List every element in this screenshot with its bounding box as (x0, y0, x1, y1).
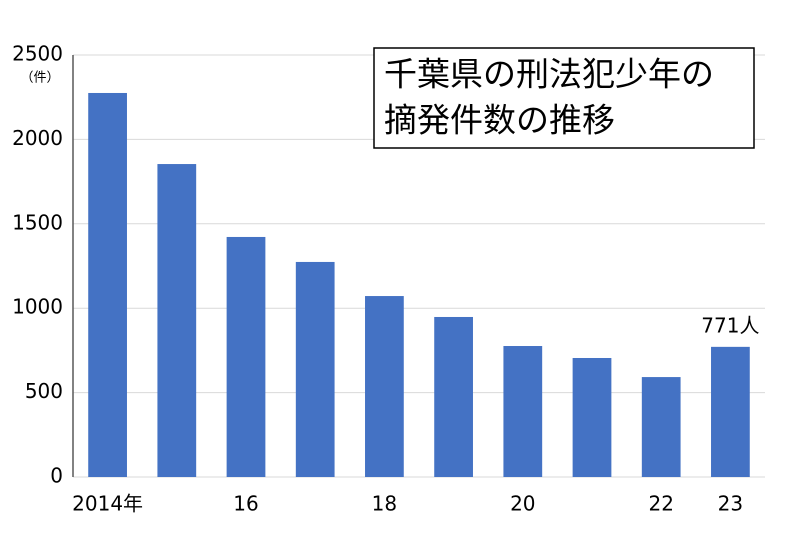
chart-title: 摘発件数の推移 (384, 101, 615, 140)
x-tick-label: 16 (233, 492, 258, 516)
x-tick-label: 22 (648, 492, 673, 516)
bar (88, 92, 127, 477)
y-tick-label: 2000 (12, 126, 63, 150)
bar (157, 164, 197, 477)
chart-title: 千葉県の刑法犯少年の (384, 55, 714, 94)
y-unit: （件） (20, 71, 59, 86)
y-tick-label: 1500 (12, 210, 63, 234)
bar (503, 346, 543, 477)
value-label: 771人 (701, 313, 759, 337)
bar (365, 296, 404, 477)
y-tick-label: 1000 (12, 295, 63, 319)
bar (434, 316, 473, 477)
y-tick-label: 2500 (12, 42, 63, 66)
y-tick-label: 0 (50, 464, 63, 488)
x-tick-label: 18 (372, 492, 397, 516)
y-tick-label: 500 (25, 379, 63, 403)
x-tick-label: 20 (510, 492, 535, 516)
bar (572, 357, 612, 477)
bar (641, 377, 681, 477)
bar (295, 261, 335, 477)
title-box (373, 47, 755, 149)
x-tick-label: 2014年 (72, 492, 143, 516)
bar (711, 346, 750, 477)
bar (226, 236, 266, 477)
x-tick-label: 23 (718, 492, 743, 516)
